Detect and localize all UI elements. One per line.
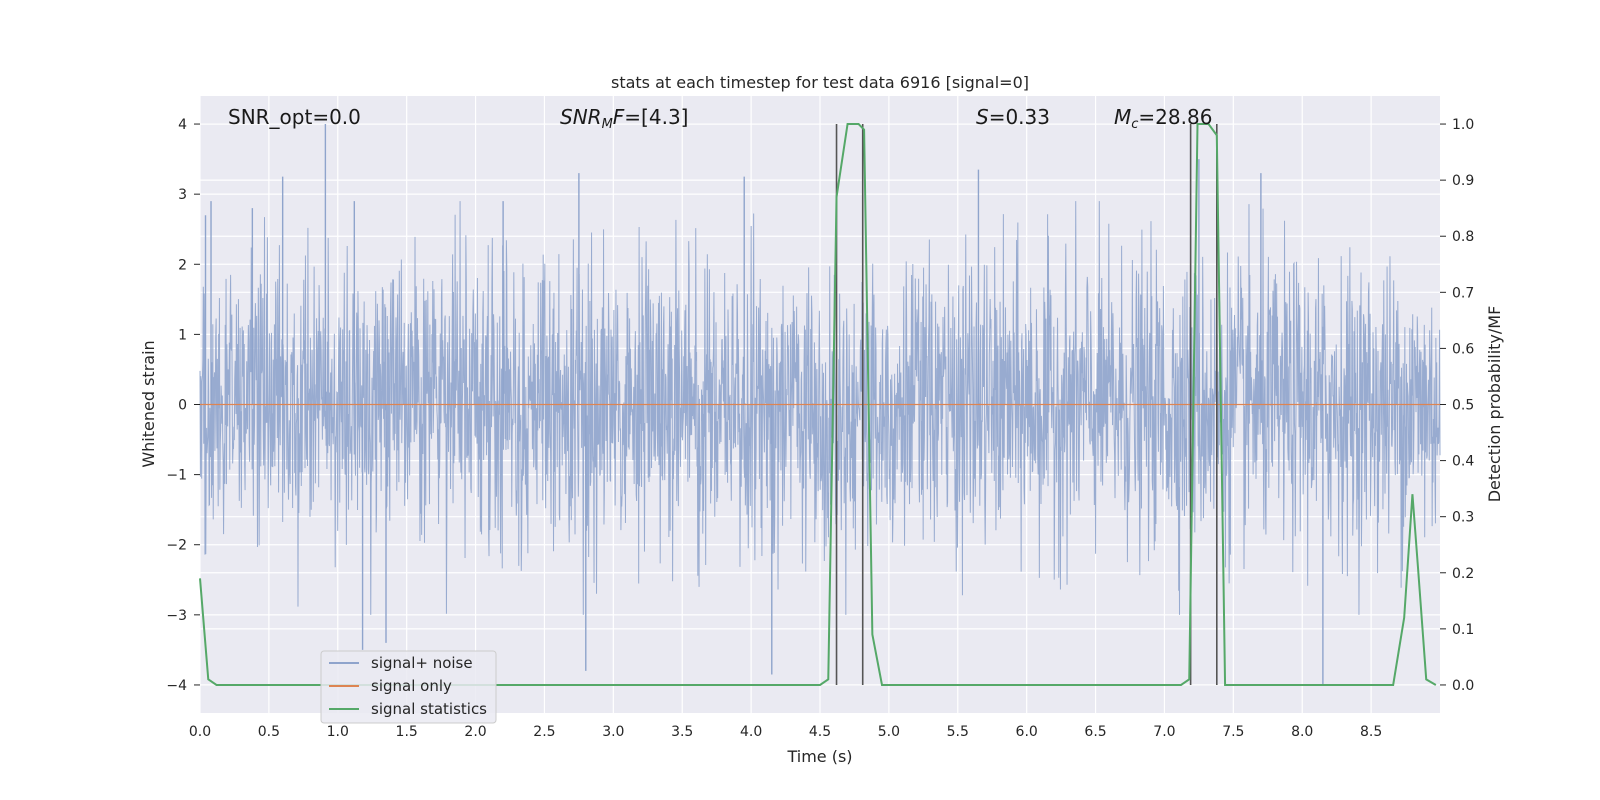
- legend-label-signal-statistics: signal statistics: [371, 700, 487, 718]
- x-tick-label: 5.5: [947, 724, 969, 740]
- y2-tick-label: 0.3: [1452, 510, 1474, 526]
- x-tick-label: 1.5: [396, 724, 418, 740]
- series-signal-statistics: [199, 123, 1437, 686]
- y-tick-label: −2: [166, 538, 187, 554]
- x-tick-label: 8.0: [1291, 724, 1313, 740]
- y2-tick-label: 0.2: [1452, 566, 1474, 582]
- y-tick-label: 0: [178, 398, 187, 414]
- y-tick-label: −1: [166, 468, 187, 484]
- y2-tick-label: 0.0: [1452, 678, 1474, 694]
- y2-tick-label: 0.9: [1452, 173, 1474, 189]
- x-tick-label: 6.0: [1016, 724, 1038, 740]
- legend-label-signal-noise: signal+ noise: [371, 654, 473, 672]
- legend-box: [320, 650, 497, 724]
- ticks: 0.0 0.5 1.0 1.5 2.0 2.5 3.0 3.5 4.0 4.5 5.0 5.5 6.0 6…: [166, 117, 1474, 740]
- x-tick-label: 3.0: [602, 724, 624, 740]
- x-tick-label: 7.0: [1153, 724, 1175, 740]
- y-tick-label: 2: [178, 257, 187, 273]
- y-tick-label: −3: [166, 608, 187, 624]
- annotations: SNR_opt=0.0 SNRMF=[4.3] S=0.33 Mc=28.86: [228, 105, 1212, 132]
- y-tick-label: −4: [166, 678, 187, 694]
- annotation-3: Mc=28.86: [1114, 105, 1212, 132]
- y2-tick-label: 0.5: [1452, 398, 1474, 414]
- y2-tick-label: 0.1: [1452, 622, 1474, 638]
- annotation-1: SNRMF=[4.3]: [560, 105, 688, 132]
- series-signal-noise: [199, 124, 1441, 685]
- x-axis-label: Time (s): [786, 747, 852, 766]
- y2-tick-label: 0.4: [1452, 454, 1474, 470]
- statistics-line: [199, 123, 1437, 686]
- y2-tick-label: 1.0: [1452, 117, 1474, 133]
- x-tick-label: 7.5: [1222, 724, 1244, 740]
- chart-title: stats at each timestep for test data 691…: [611, 73, 1029, 92]
- legend-label-signal-only: signal only: [371, 677, 452, 695]
- y-tick-label: 1: [178, 327, 187, 343]
- y2-tick-label: 0.8: [1452, 229, 1474, 245]
- x-tick-label: 2.0: [464, 724, 486, 740]
- legend: signal+ noise signal only signal statist…: [320, 650, 497, 724]
- x-tick-label: 4.5: [809, 724, 831, 740]
- y2-tick-label: 0.7: [1452, 285, 1474, 301]
- x-tick-label: 1.0: [327, 724, 349, 740]
- x-tick-label: 5.0: [878, 724, 900, 740]
- x-tick-label: 0.5: [258, 724, 280, 740]
- y-tick-label: 3: [178, 187, 187, 203]
- noise-trace: [199, 201, 1441, 615]
- x-tick-label: 6.5: [1084, 724, 1106, 740]
- annotation-2: S=0.33: [976, 105, 1050, 129]
- y2-axis-label: Detection probability/MF: [1485, 306, 1504, 503]
- y-axis-label: Whitened strain: [139, 340, 158, 467]
- x-tick-label: 4.0: [740, 724, 762, 740]
- y2-tick-label: 0.6: [1452, 341, 1474, 357]
- y-tick-label: 4: [178, 117, 187, 133]
- x-tick-label: 0.0: [189, 724, 211, 740]
- x-tick-label: 8.5: [1360, 724, 1382, 740]
- x-tick-label: 2.5: [533, 724, 555, 740]
- x-tick-label: 3.5: [671, 724, 693, 740]
- annotation-0: SNR_opt=0.0: [228, 105, 361, 129]
